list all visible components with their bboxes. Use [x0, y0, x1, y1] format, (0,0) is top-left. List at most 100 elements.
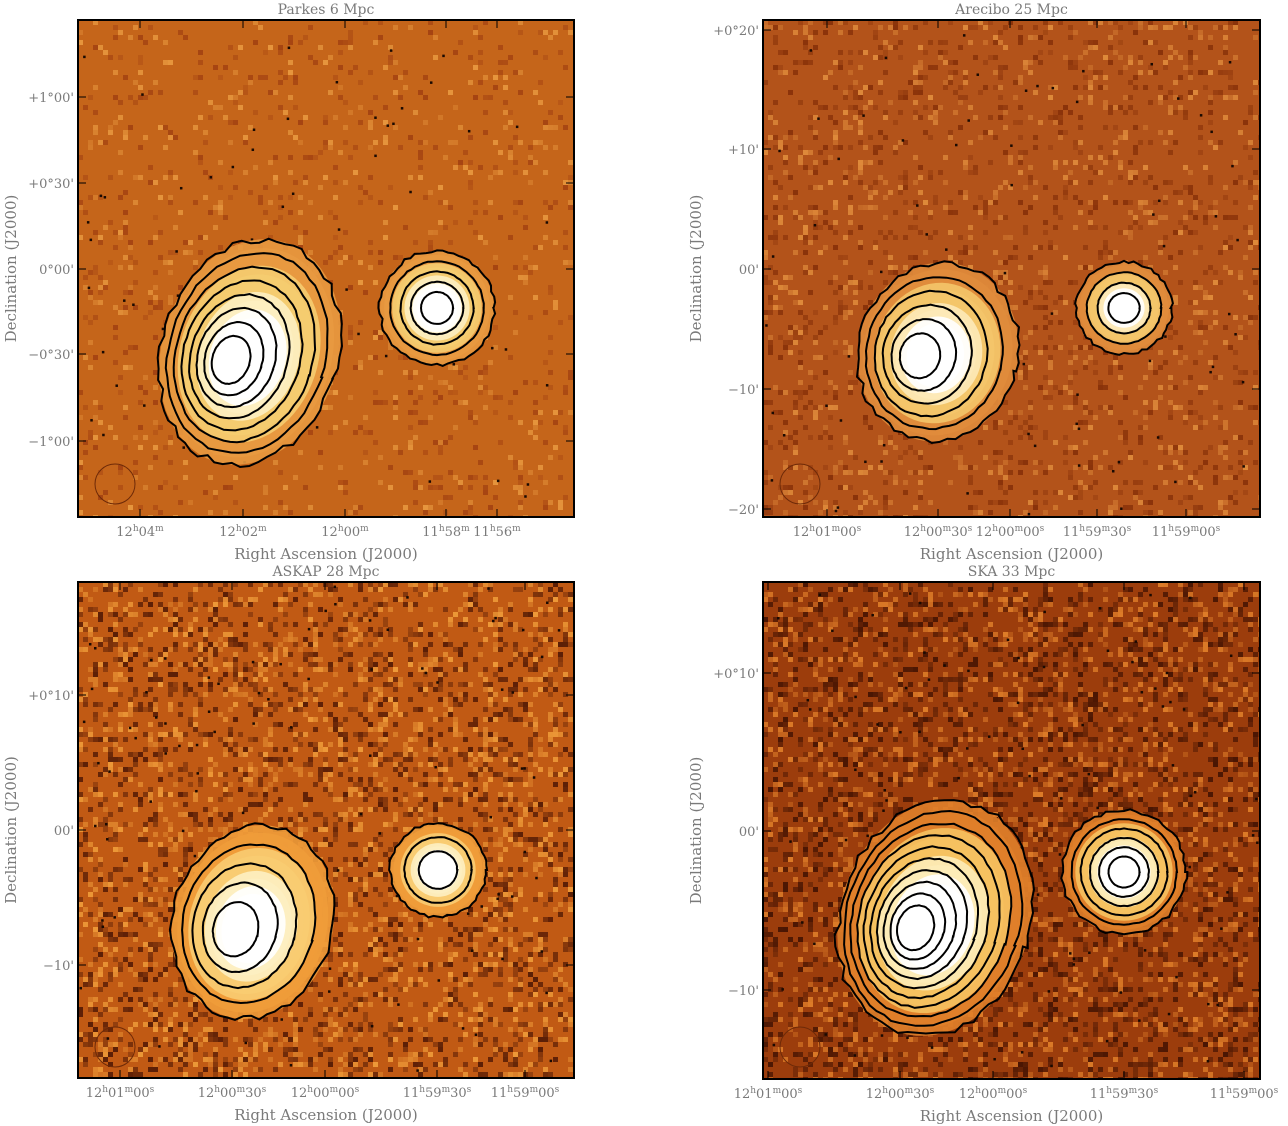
contour-large-6 [869, 857, 979, 990]
noise-field [763, 20, 1260, 517]
contour-small-3 [399, 270, 475, 346]
x-tick-label: 11h​59m​30s​ [1063, 524, 1132, 540]
contour-small-1 [1074, 259, 1174, 356]
contour-small-3 [417, 850, 459, 890]
source-small [1074, 259, 1174, 356]
contour-small-3 [1079, 827, 1169, 917]
x-tick-label: 11h​56m​ [473, 524, 521, 540]
contour-small-1 [1060, 808, 1189, 936]
contour-large-5 [890, 318, 958, 392]
beam-marker [779, 463, 821, 505]
contour-large-9 [889, 892, 947, 961]
contour-large-4 [856, 834, 1001, 1009]
contour-large-8 [882, 880, 958, 970]
contour-large-1 [168, 822, 336, 1021]
contour-large-2 [843, 809, 1024, 1027]
panel-title: Parkes 6 Mpc [278, 2, 375, 18]
contour-large-6 [898, 332, 942, 380]
y-axis-label: Declination (J2000) [2, 195, 20, 343]
contour-small-2 [403, 836, 473, 904]
contour-large-2 [164, 252, 329, 454]
x-tick-label: 11h​59m​30s​ [403, 1085, 472, 1101]
contour-small-4 [409, 280, 465, 336]
y-tick-label: −0°30' [28, 348, 74, 363]
y-tick-label: 00' [739, 825, 759, 840]
contour-large-6 [195, 306, 278, 409]
y-tick-label: −10' [728, 383, 759, 398]
x-tick-label: 12h​01m​00s​ [793, 524, 862, 540]
x-axis-label: Right Ascension (J2000) [920, 545, 1103, 563]
map-background [78, 20, 574, 517]
contour-large-5 [188, 292, 291, 420]
source-small [388, 822, 489, 919]
source-large [855, 260, 1021, 445]
x-axis-label: Right Ascension (J2000) [234, 545, 417, 563]
x-tick-label: 12h​01m​00s​ [734, 1086, 803, 1102]
x-tick-label: 12h​00m​30s​ [904, 524, 973, 540]
contour-large-2 [864, 276, 1004, 431]
contour-small-1 [388, 822, 489, 919]
x-tick-label: 11h​59m​00s​ [491, 1085, 560, 1101]
beam-marker [779, 1026, 821, 1068]
contour-small-2 [1070, 818, 1179, 926]
x-axis-label: Right Ascension (J2000) [920, 1107, 1103, 1125]
y-axis-label: Declination (J2000) [2, 756, 20, 904]
y-axis-label: Declination (J2000) [687, 195, 705, 343]
contour-small-5 [419, 290, 455, 325]
x-tick-label: 12h​04m​ [116, 524, 164, 540]
contour-large-2 [181, 843, 317, 1005]
x-tick-label: 12h​00m​30s​ [198, 1085, 267, 1101]
x-tick-label: 12h​00m​30s​ [866, 1086, 935, 1102]
contour-large-3 [191, 862, 298, 990]
noise-field [78, 20, 574, 517]
x-tick-label: 11h​59m​00s​ [1210, 1086, 1279, 1102]
contour-small-3 [1096, 281, 1152, 335]
beam-marker [94, 463, 136, 505]
contour-large-4 [180, 279, 304, 432]
x-tick-label: 12h​00m​00s​ [976, 524, 1045, 540]
contour-small-4 [1088, 836, 1160, 908]
y-tick-label: +10' [728, 143, 759, 158]
contour-small-6 [1107, 855, 1141, 889]
source-large [156, 237, 344, 469]
source-large [833, 799, 1036, 1036]
contour-large-10 [895, 904, 936, 952]
panel-3: ASKAP 28 Mpc Right Ascension (J2000) Decli… [2, 564, 575, 1124]
x-tick-label: 11h​59m​30s​ [1090, 1086, 1159, 1102]
source-large [168, 822, 336, 1021]
y-tick-label: 00' [54, 824, 74, 839]
contour-large-8 [210, 334, 252, 386]
panel-title: Arecibo 25 Mpc [954, 2, 1068, 18]
contour-large-3 [172, 265, 317, 444]
contour-small-2 [1085, 271, 1163, 345]
x-axis-label: Right Ascension (J2000) [234, 1106, 417, 1124]
y-tick-label: +0°10' [713, 667, 759, 682]
contour-small-2 [389, 260, 485, 357]
contour-small-5 [1098, 846, 1150, 898]
contour-large-3 [873, 289, 989, 418]
x-tick-label: 12h​00m​00s​ [291, 1085, 360, 1101]
x-tick-label: 12h​00m​00s​ [959, 1086, 1028, 1102]
x-tick-label: 12h​02m​ [219, 524, 267, 540]
panel-4: SKA 33 Mpc Right Ascension (J2000) Declina… [687, 564, 1279, 1125]
source-small [1060, 808, 1189, 936]
y-axis-label: Declination (J2000) [687, 757, 705, 905]
contour-large-5 [862, 845, 991, 1000]
contour-large-1 [855, 260, 1021, 445]
contour-large-4 [881, 303, 973, 405]
y-tick-label: +0°30' [28, 177, 74, 192]
x-tick-label: 12h​01m​00s​ [86, 1085, 155, 1101]
contour-large-1 [833, 799, 1036, 1035]
contour-small-1 [377, 249, 497, 367]
source-small [377, 249, 497, 367]
y-tick-label: +0°10' [28, 689, 74, 704]
contour-large-7 [875, 869, 969, 981]
panel-1: Parkes 6 Mpc Right Ascension (J2000) Decli… [2, 2, 575, 563]
contour-large-1 [156, 237, 344, 469]
panel-2: Arecibo 25 Mpc Right Ascension (J2000) Dec… [687, 2, 1261, 563]
y-tick-label: +1°00' [28, 91, 74, 106]
panel-title: SKA 33 Mpc [968, 564, 1056, 580]
contour-small-4 [1107, 291, 1141, 324]
contour-large-5 [211, 901, 260, 958]
